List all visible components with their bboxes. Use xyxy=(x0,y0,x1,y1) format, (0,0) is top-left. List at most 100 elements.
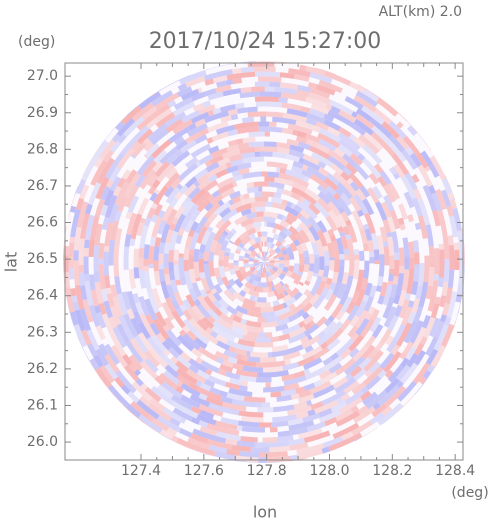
echo-cell xyxy=(295,411,309,420)
echo-cell xyxy=(404,292,412,301)
echo-cell xyxy=(153,149,168,164)
echo-cell xyxy=(277,147,290,155)
echo-cell xyxy=(184,219,195,233)
echo-cell xyxy=(123,246,130,270)
echo-cell xyxy=(345,275,354,291)
echo-cell xyxy=(134,369,142,377)
echo-cell xyxy=(411,197,423,217)
echo-cell xyxy=(272,233,280,240)
echo-cell xyxy=(255,211,264,218)
echo-cell xyxy=(153,188,161,195)
echo-cell xyxy=(236,359,257,368)
echo-cell xyxy=(242,217,255,227)
echo-cell xyxy=(78,238,85,253)
echo-cell xyxy=(215,219,225,230)
echo-cell xyxy=(180,88,200,101)
echo-cell xyxy=(324,288,334,301)
echo-cell xyxy=(360,318,375,338)
echo-cell xyxy=(425,336,439,357)
echo-cell xyxy=(248,238,257,246)
echo-cell xyxy=(343,356,365,376)
echo-cell xyxy=(411,174,420,184)
echo-cell xyxy=(139,360,158,380)
echo-cell xyxy=(237,142,250,150)
echo-cell xyxy=(151,334,167,353)
echo-cell xyxy=(288,68,311,77)
echo-cell xyxy=(448,244,455,270)
echo-cell xyxy=(183,248,190,260)
echo-cell xyxy=(120,384,131,395)
echo-cell xyxy=(355,90,378,108)
echo-cell xyxy=(282,266,289,274)
echo-cell xyxy=(299,209,311,220)
echo-cell xyxy=(256,296,267,303)
echo-cell xyxy=(199,288,208,299)
x-tick-label: 128.4 xyxy=(435,463,475,479)
echo-cell xyxy=(304,345,314,354)
echo-cell xyxy=(175,279,182,286)
echo-cell xyxy=(258,76,282,83)
echo-cell xyxy=(237,126,259,135)
echo-cell xyxy=(317,191,332,205)
echo-cell xyxy=(387,236,395,256)
y-tick-label: 26.5 xyxy=(27,251,58,267)
echo-cell xyxy=(165,329,182,347)
echo-cell xyxy=(228,240,235,245)
echo-cell xyxy=(88,304,101,328)
echo-cell xyxy=(274,61,292,64)
echo-cell xyxy=(332,376,349,390)
echo-cell xyxy=(386,338,398,353)
echo-cell xyxy=(225,162,232,169)
echo-cell xyxy=(411,281,419,296)
echo-cell xyxy=(377,276,384,287)
echo-cell xyxy=(133,335,149,353)
echo-cell xyxy=(349,81,366,94)
echo-cell xyxy=(211,131,229,142)
echo-cell xyxy=(336,213,347,228)
echo-cell xyxy=(430,344,446,368)
echo-cell xyxy=(270,222,276,229)
echo-cell xyxy=(201,316,215,330)
echo-cell xyxy=(325,191,342,210)
echo-cell xyxy=(433,248,440,275)
echo-cell xyxy=(278,272,286,281)
echo-cell xyxy=(303,322,312,331)
echo-cell xyxy=(148,348,169,369)
echo-cell xyxy=(349,315,360,327)
echo-cell xyxy=(295,244,304,255)
echo-cell xyxy=(269,248,275,255)
echo-cell xyxy=(131,102,155,122)
echo-cell xyxy=(409,152,422,168)
echo-cell xyxy=(204,379,216,388)
echo-cell xyxy=(211,325,228,339)
echo-cell xyxy=(338,138,361,158)
echo-cell xyxy=(198,404,224,417)
echo-cell xyxy=(393,172,401,180)
echo-cell xyxy=(128,362,138,373)
echo-cell xyxy=(265,266,269,273)
echo-cell xyxy=(175,234,183,245)
echo-cell xyxy=(305,96,327,109)
echo-cell xyxy=(357,153,366,162)
echo-cell xyxy=(389,209,401,230)
echo-cell xyxy=(189,394,211,408)
echo-cell xyxy=(352,345,369,362)
echo-cell xyxy=(333,147,346,158)
echo-cell xyxy=(175,307,185,318)
echo-cell xyxy=(362,198,375,216)
echo-cell xyxy=(318,256,325,271)
echo-cell xyxy=(328,99,354,116)
echo-cell xyxy=(303,430,331,443)
echo-cell xyxy=(190,111,210,124)
echo-cell xyxy=(334,376,357,394)
echo-cell xyxy=(353,118,374,136)
echo-cell xyxy=(348,334,365,352)
echo-cell xyxy=(239,266,247,275)
echo-cell xyxy=(308,263,315,272)
echo-cell xyxy=(439,295,447,308)
echo-cell xyxy=(318,408,333,418)
echo-cell xyxy=(336,181,353,200)
echo-cell xyxy=(379,328,393,346)
echo-cell xyxy=(125,403,142,418)
echo-cell xyxy=(351,111,358,118)
